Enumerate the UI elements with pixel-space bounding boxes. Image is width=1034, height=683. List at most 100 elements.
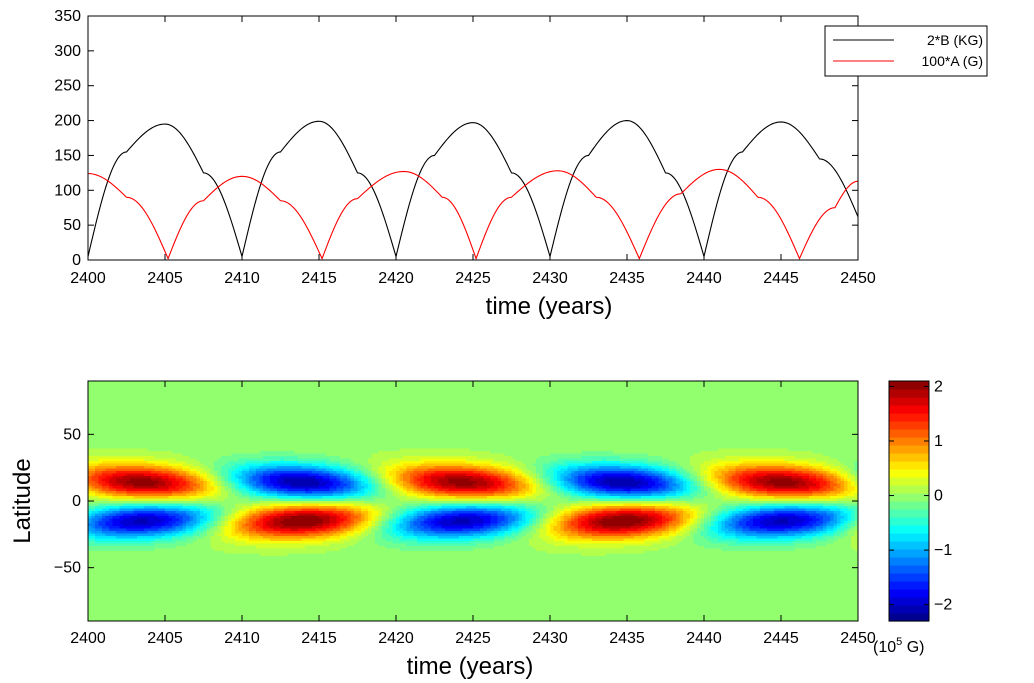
heatmap-cell [585,393,590,397]
heatmap-cell [823,386,828,390]
heatmap-cell [522,381,527,385]
heatmap-cell [151,386,156,390]
heatmap-cell [543,391,548,395]
heatmap-cell [459,388,464,392]
heatmap-cell [833,391,838,395]
heatmap-cell [781,388,786,392]
heatmap-cell [826,393,831,397]
heatmap-cell [714,388,719,392]
heatmap-cell [742,396,747,400]
heatmap-cell [641,383,646,387]
heatmap-cell [795,386,800,390]
heatmap-cell [340,396,345,400]
heatmap-cell [634,388,639,392]
heatmap-cell [571,393,576,397]
heatmap-cell [130,393,135,397]
heatmap-cell [627,398,632,402]
heatmap-cell [658,391,663,395]
heatmap-cell [655,396,660,400]
heatmap-cell [718,386,723,390]
heatmap-cell [476,391,481,395]
heatmap-cell [273,396,278,400]
heatmap-cell [613,388,618,392]
heatmap-cell [424,398,429,402]
heatmap-cell [833,386,838,390]
heatmap-cell [105,391,110,395]
heatmap-cell [231,386,236,390]
heatmap-cell [676,383,681,387]
heatmap-cell [158,393,163,397]
heatmap-cell [812,388,817,392]
heatmap-cell [469,391,474,395]
heatmap-cell [504,393,509,397]
heatmap-cell [588,393,593,397]
heatmap-cell [669,383,674,387]
heatmap-cell [739,393,744,397]
heatmap-cell [466,391,471,395]
heatmap-cell [336,386,341,390]
heatmap-cell [669,381,674,385]
heatmap-cell [270,391,275,395]
heatmap-cell [504,388,509,392]
heatmap-cell [672,391,677,395]
heatmap-cell [196,396,201,400]
heatmap-cell [119,398,124,402]
heatmap-cell [595,381,600,385]
heatmap-cell [574,396,579,400]
heatmap-cell [364,396,369,400]
heatmap-cell [116,393,121,397]
heatmap-cell [592,398,597,402]
heatmap-cell [704,388,709,392]
heatmap-cell [494,398,499,402]
heatmap-cell [494,383,499,387]
heatmap-cell [627,386,632,390]
heatmap-cell [669,396,674,400]
heatmap-cell [616,393,621,397]
heatmap-cell [371,381,376,385]
heatmap-cell [333,383,338,387]
heatmap-cell [504,381,509,385]
heatmap-cell [361,381,366,385]
heatmap-cell [203,381,208,385]
heatmap-cell [508,391,513,395]
heatmap-cell [816,386,821,390]
heatmap-cell [298,383,303,387]
heatmap-cell [718,396,723,400]
heatmap-cell [249,396,254,400]
heatmap-cell [623,391,628,395]
heatmap-cell [224,388,229,392]
heatmap-cell [263,383,268,387]
heatmap-cell [350,383,355,387]
heatmap-cell [560,381,565,385]
heatmap-cell [179,391,184,395]
heatmap-cell [438,398,443,402]
heatmap-cell [518,398,523,402]
heatmap-cell [770,393,775,397]
heatmap-cell [847,381,852,385]
heatmap-cell [634,393,639,397]
heatmap-cell [392,391,397,395]
heatmap-cell [728,386,733,390]
heatmap-cell [389,398,394,402]
heatmap-cell [553,398,558,402]
heatmap-cell [140,381,145,385]
heatmap-cell [672,388,677,392]
heatmap-cell [168,388,173,392]
heatmap-cell [438,391,443,395]
heatmap-cell [546,383,551,387]
heatmap-cell [851,391,856,395]
heatmap-cell [455,398,460,402]
heatmap-cell [312,396,317,400]
heatmap-cell [756,386,761,390]
heatmap-cell [182,393,187,397]
heatmap-cell [326,391,331,395]
heatmap-cell [354,393,359,397]
heatmap-cell [564,398,569,402]
heatmap-cell [315,383,320,387]
heatmap-cell [756,396,761,400]
heatmap-cell [210,388,215,392]
heatmap-cell [854,381,858,385]
heatmap-cell [728,391,733,395]
heatmap-cell [420,388,425,392]
heatmap-cell [413,393,418,397]
